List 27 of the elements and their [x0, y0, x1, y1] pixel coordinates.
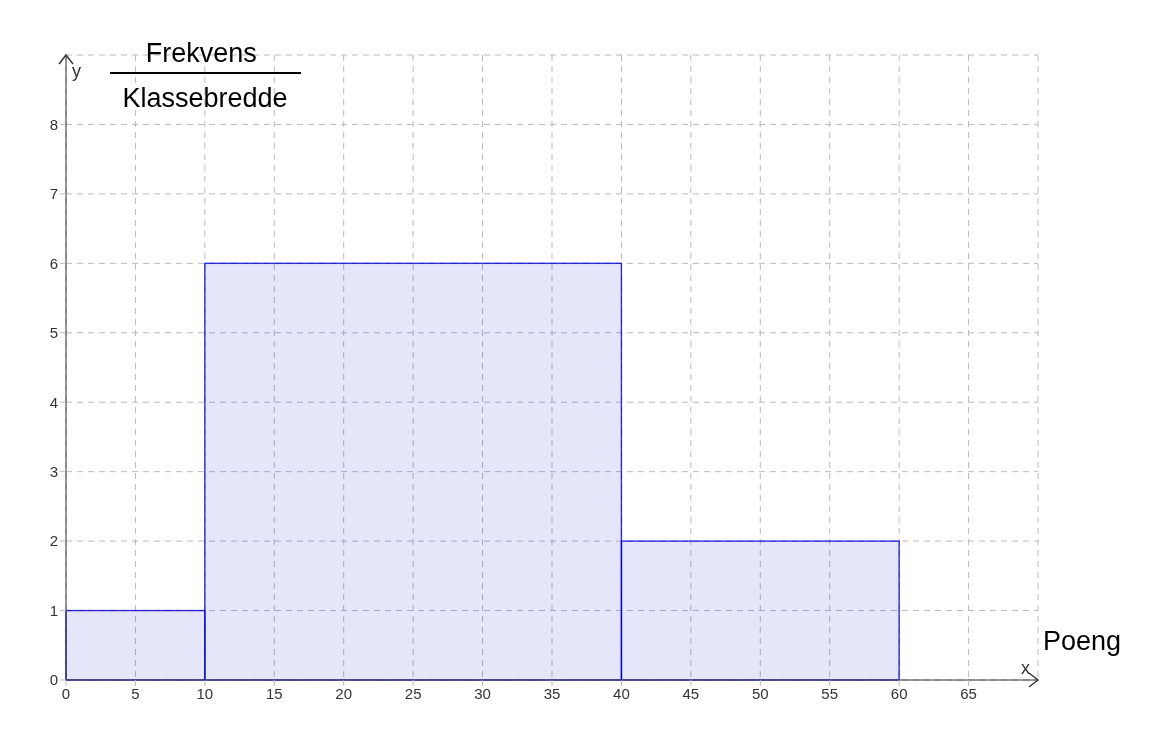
y-tick-label: 4 [49, 393, 58, 411]
y-tick-label: 5 [49, 324, 58, 342]
x-tick-label: 20 [335, 684, 353, 702]
x-tick-label: 0 [61, 684, 71, 702]
y-tick-label: 7 [49, 185, 58, 203]
y-tick-label: 0 [49, 671, 58, 689]
y-tick-label: 3 [49, 462, 58, 480]
x-tick-label: 5 [131, 684, 140, 702]
y-tick-label: 1 [49, 601, 58, 619]
x-tick-label: 65 [960, 684, 977, 702]
x-tick-label: 45 [682, 684, 700, 702]
y-tick-label: 2 [49, 532, 58, 550]
x-tick-label: 15 [265, 684, 283, 702]
x-tick-label: 30 [474, 684, 491, 702]
x-tick-label: 35 [543, 684, 561, 702]
x-tick-label: 10 [196, 684, 214, 702]
x-tick-label: 40 [613, 684, 630, 702]
x-axis-title: Poeng [1043, 626, 1122, 656]
y-tick-label: 6 [49, 254, 58, 272]
x-tick-label: 55 [821, 684, 839, 702]
x-tick-label: 60 [890, 684, 908, 702]
y-tick-label: 8 [49, 115, 58, 133]
y-axis-title: Frekvens Klassebredde [122, 38, 288, 113]
x-tick-label: 25 [404, 684, 422, 702]
x-tick-label: 50 [751, 684, 769, 702]
annotation: x [1021, 658, 1030, 678]
annotation: y [72, 61, 81, 81]
